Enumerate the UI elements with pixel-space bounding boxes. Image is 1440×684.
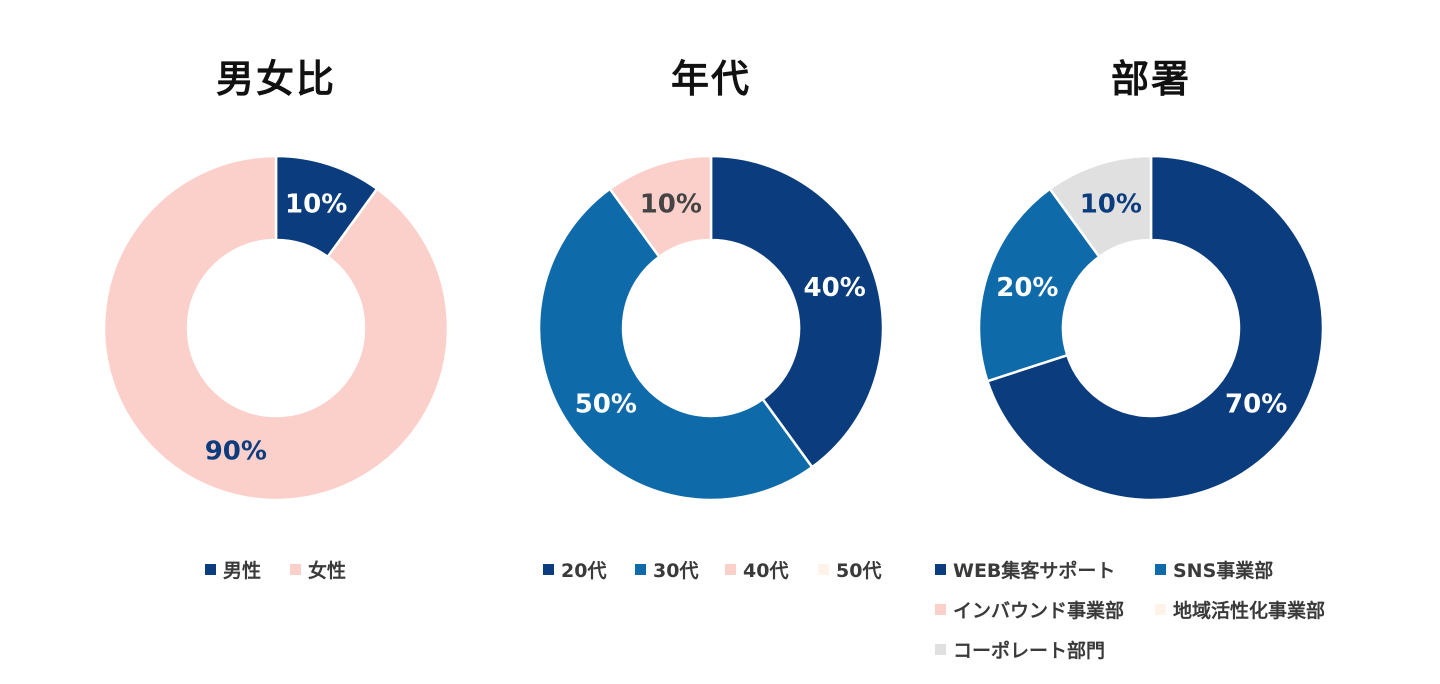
donut-slice-2 [537, 187, 814, 502]
legend-swatch [1155, 563, 1166, 575]
legend-swatch [290, 563, 301, 575]
chart-title: 年代 [670, 57, 751, 101]
legend-swatch [543, 563, 554, 575]
department-chart: 部署 70% 20% 10% WEB集客サポート SNS事業部インバウンド事業部 地域活… [935, 0, 1327, 684]
legend-label: 50代 [836, 559, 882, 582]
legend-item: 50代 [818, 557, 882, 582]
legend-swatch [725, 563, 736, 575]
donut-slice-1 [709, 154, 885, 469]
age-group-chart: 年代 40% 50% 10% 20代 30代 40代 50代 [535, 0, 887, 684]
data-label: 70% [1225, 389, 1287, 419]
chart-title: 部署 [1110, 57, 1191, 101]
legend-swatch [205, 563, 216, 575]
legend-label: SNS事業部 [1173, 559, 1274, 582]
legend-item: 40代 [725, 557, 789, 582]
legend-label: 男性 [223, 559, 262, 582]
donut-chart: 70% 20% 10% [977, 154, 1325, 502]
donut-slice-2 [102, 154, 450, 502]
data-label: 20% [996, 273, 1058, 303]
legend-swatch [935, 603, 946, 615]
data-label: 10% [640, 189, 702, 219]
legend-label: 30代 [653, 559, 699, 582]
donut-chart: 40% 50% 10% [537, 154, 885, 502]
legend-label: 40代 [743, 559, 789, 582]
legend-item: 地域活性化事業部 [1155, 597, 1326, 622]
legend-label: インバウンド事業部 [953, 599, 1125, 622]
donut-slice-3 [608, 154, 713, 259]
legend-item: 男性 [205, 557, 262, 582]
legend-item: コーポレート部門 [935, 637, 1106, 662]
legend-label: WEB集客サポート [953, 559, 1116, 582]
legend-swatch [818, 563, 829, 575]
legend-label: 女性 [308, 559, 347, 582]
legend-item: インバウンド事業部 [935, 597, 1125, 622]
legend-item: WEB集客サポート [935, 557, 1116, 582]
legend-item: 女性 [290, 557, 347, 582]
legend-swatch [935, 563, 946, 575]
data-label: 50% [575, 389, 637, 419]
donut-slice-5 [1048, 154, 1153, 259]
legend-swatch [935, 643, 946, 655]
legend-item: 30代 [635, 557, 699, 582]
legend-label: コーポレート部門 [953, 639, 1106, 662]
legend-swatch [1155, 603, 1166, 615]
legend-label: 20代 [561, 559, 607, 582]
legend-swatch [635, 563, 646, 575]
legend-label: 地域活性化事業部 [1173, 599, 1326, 622]
data-label: 40% [804, 273, 866, 303]
donut-chart: 10% 90% [102, 154, 450, 502]
donut-slice-1 [985, 154, 1325, 502]
legend-item: SNS事業部 [1155, 557, 1274, 582]
data-label: 10% [1080, 189, 1142, 219]
gender-ratio-chart: 男女比 10% 90% 男性 女性 [100, 0, 452, 684]
data-label: 10% [285, 189, 347, 219]
legend-item: 20代 [543, 557, 607, 582]
donut-slice-2 [977, 187, 1102, 383]
data-label: 90% [205, 437, 267, 467]
chart-title: 男女比 [215, 57, 336, 101]
